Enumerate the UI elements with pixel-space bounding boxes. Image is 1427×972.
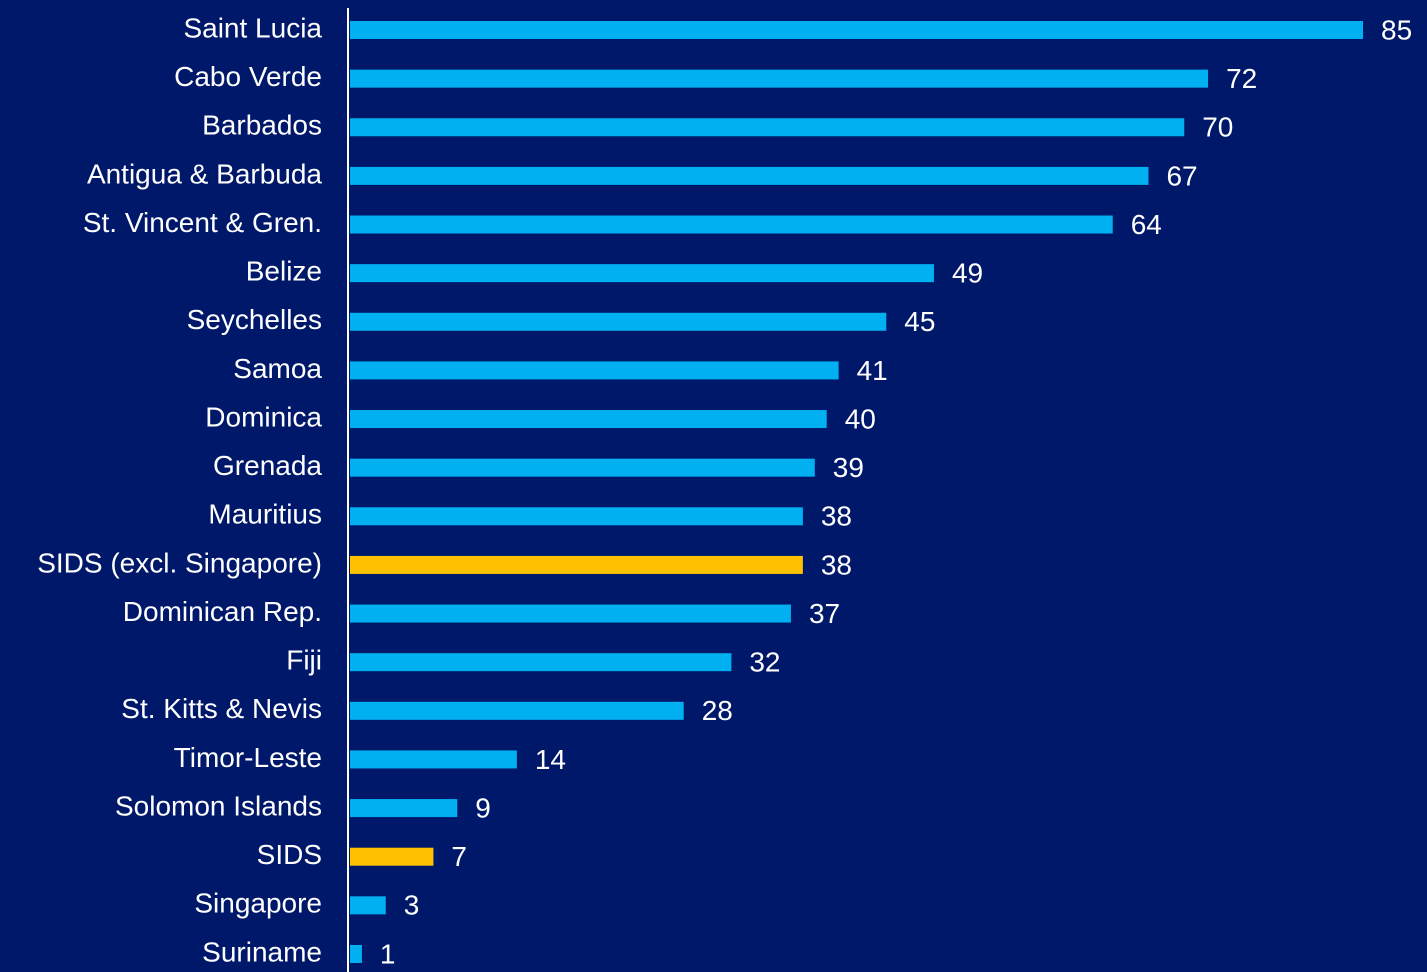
- bar: [350, 312, 887, 331]
- value-label: 67: [1166, 160, 1197, 191]
- bar: [350, 21, 1363, 39]
- bar: [350, 166, 1149, 185]
- category-label: Barbados: [202, 110, 322, 141]
- value-label: 3: [404, 890, 420, 921]
- category-label: Belize: [246, 256, 322, 287]
- category-label: Saint Lucia: [183, 12, 322, 43]
- bar: [350, 507, 803, 526]
- category-label: Singapore: [194, 888, 322, 919]
- bar: [350, 701, 684, 720]
- category-label: Dominican Rep.: [123, 596, 322, 627]
- value-label: 85: [1381, 14, 1412, 45]
- value-label: 38: [821, 501, 852, 532]
- bar: [350, 653, 732, 672]
- bar: [350, 944, 362, 963]
- value-label: 38: [821, 549, 852, 580]
- category-label: St. Vincent & Gren.: [83, 207, 322, 238]
- value-label: 28: [702, 695, 733, 726]
- value-label: 14: [535, 744, 566, 775]
- value-label: 49: [952, 258, 983, 289]
- category-label: Solomon Islands: [115, 790, 322, 821]
- bar: [350, 799, 458, 818]
- value-label: 9: [475, 792, 491, 823]
- category-label: Samoa: [233, 353, 322, 384]
- category-label: Timor-Leste: [174, 742, 322, 773]
- value-label: 70: [1202, 112, 1233, 143]
- value-label: 45: [904, 306, 935, 337]
- bar: [350, 118, 1185, 137]
- bar: [350, 264, 934, 283]
- bar: [350, 896, 386, 915]
- category-label: Suriname: [202, 936, 322, 967]
- category-label: Dominica: [205, 401, 322, 432]
- category-label: Grenada: [213, 450, 322, 481]
- value-label: 72: [1226, 63, 1257, 94]
- category-label: Seychelles: [187, 304, 322, 335]
- bar: [350, 361, 839, 380]
- value-label: 39: [833, 452, 864, 483]
- bar: [350, 604, 791, 623]
- value-label: 41: [857, 355, 888, 386]
- bar: [350, 458, 815, 477]
- value-label: 32: [749, 647, 780, 678]
- bar: [350, 69, 1209, 88]
- value-label: 1: [380, 938, 396, 969]
- value-label: 7: [451, 841, 467, 872]
- bar: [350, 750, 517, 769]
- bar: [350, 847, 434, 866]
- category-label: SIDS (excl. Singapore): [37, 547, 322, 578]
- bar: [350, 410, 827, 429]
- category-label: Cabo Verde: [174, 61, 322, 92]
- bar: [350, 215, 1113, 234]
- value-label: 64: [1131, 209, 1162, 240]
- category-label: SIDS: [257, 839, 322, 870]
- bar: [350, 555, 803, 574]
- category-label: Antigua & Barbuda: [87, 158, 322, 189]
- value-label: 37: [809, 598, 840, 629]
- category-label: Mauritius: [208, 499, 322, 530]
- value-label: 40: [845, 403, 876, 434]
- category-label: Fiji: [286, 645, 322, 676]
- category-label: St. Kitts & Nevis: [121, 693, 322, 724]
